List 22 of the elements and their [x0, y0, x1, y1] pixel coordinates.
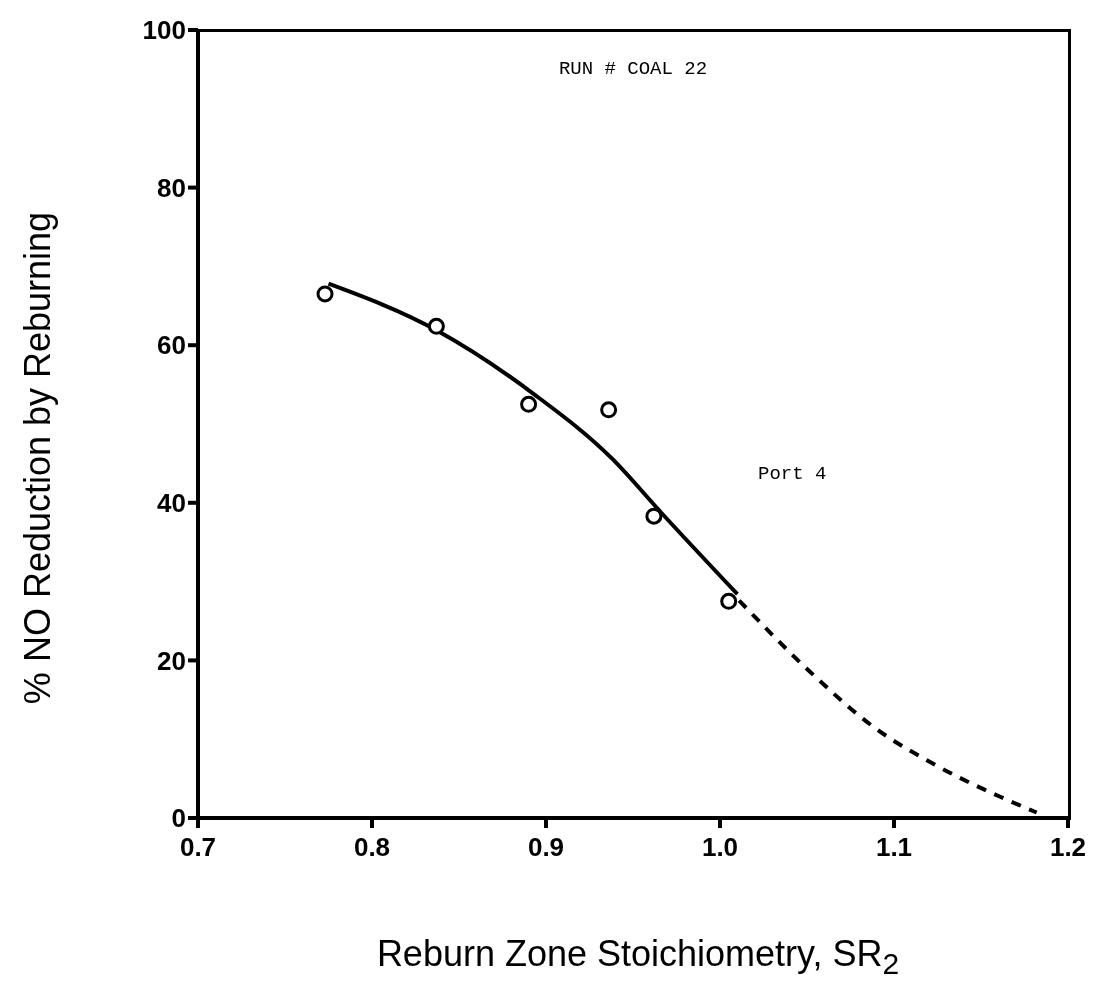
point [720, 592, 738, 610]
point [645, 507, 663, 525]
y-tick-label: 80 [157, 172, 186, 203]
x-axis-title: Reburn Zone Stoichiometry, SR$_{2}$ [375, 933, 901, 982]
y-tick-label: 40 [157, 488, 186, 519]
x-tick-label: 0.7 [179, 832, 217, 863]
y-tick-label: 60 [157, 330, 186, 361]
point [520, 395, 538, 413]
x-tick-label: 0.8 [353, 832, 391, 863]
y-tick-label: 0 [171, 803, 186, 834]
y-tick-label: 20 [157, 645, 186, 676]
x-tick-label: 1.0 [701, 832, 739, 863]
point [316, 285, 334, 303]
point [600, 401, 618, 419]
x-tick-label: 0.9 [527, 832, 565, 863]
x-tick-label: 1.2 [1049, 832, 1087, 863]
point [427, 317, 445, 335]
annotation: RUN # COAL 22 [557, 58, 709, 80]
y-tick-label: 100 [142, 15, 186, 46]
y-axis-title: % NO Reduction by Reburning [17, 211, 59, 705]
annotation: Port 4 [758, 463, 828, 485]
x-tick-label: 1.1 [875, 832, 913, 863]
